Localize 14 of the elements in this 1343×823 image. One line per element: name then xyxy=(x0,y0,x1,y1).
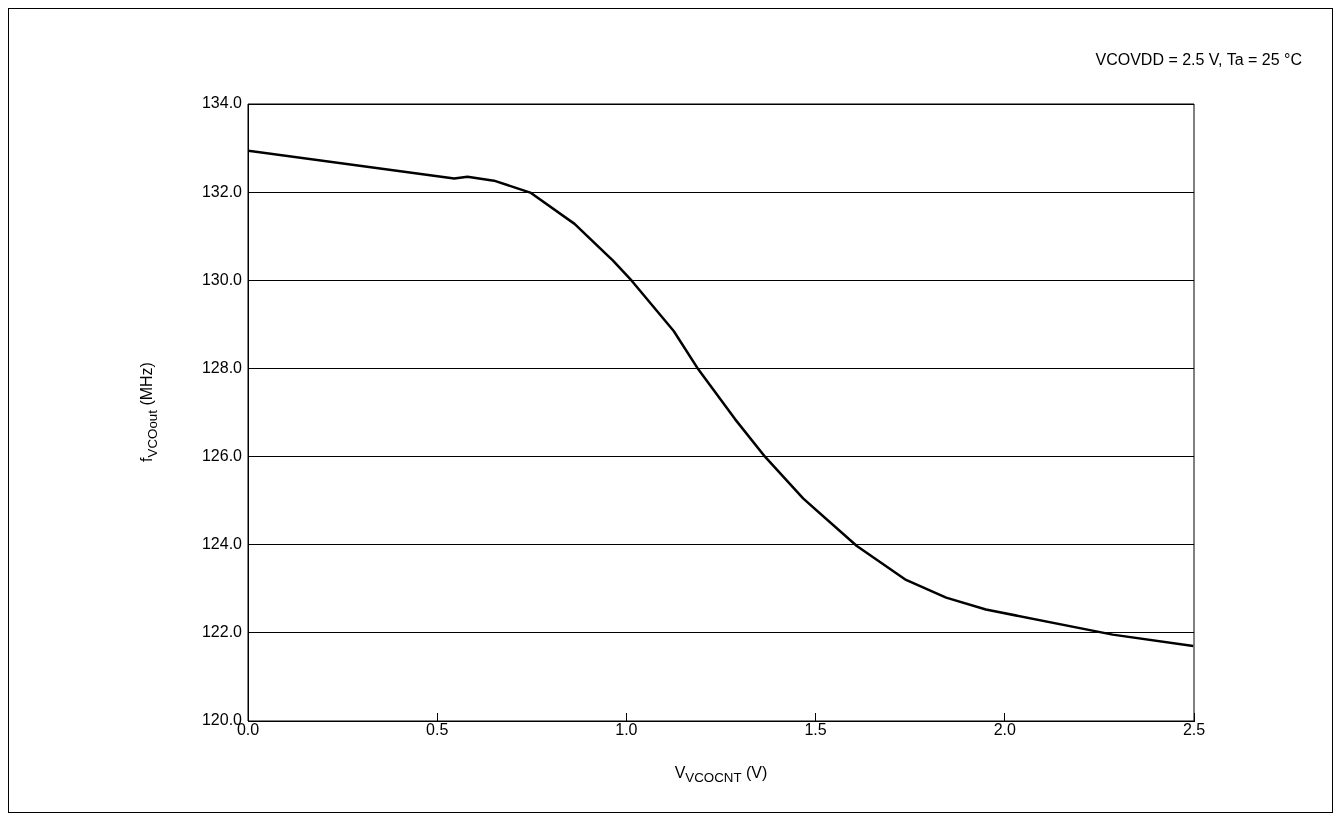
y-tick-label: 132.0 xyxy=(201,182,243,200)
y-tick-label: 134.0 xyxy=(201,94,243,112)
y-tick-label: 122.0 xyxy=(201,623,243,641)
text: VCOVDD = 2.5 V, Ta = 25 °C xyxy=(1095,51,1302,69)
x-tick-label: 1.0 xyxy=(615,721,638,739)
y-tick-label: 126.0 xyxy=(201,446,243,464)
x-tick-label: 1.5 xyxy=(804,721,827,739)
y-tick-label: 130.0 xyxy=(201,270,243,288)
x-tick-label: 2.0 xyxy=(993,721,1017,739)
y-tick-label: 128.0 xyxy=(201,358,243,376)
x-axis-title: V$_{VCOCNT}$ (V) xyxy=(673,764,769,786)
x-tick-label: 2.5 xyxy=(1182,721,1206,739)
y-tick-label: 124.0 xyxy=(201,535,243,553)
x-tick-label: 0.5 xyxy=(426,721,449,739)
